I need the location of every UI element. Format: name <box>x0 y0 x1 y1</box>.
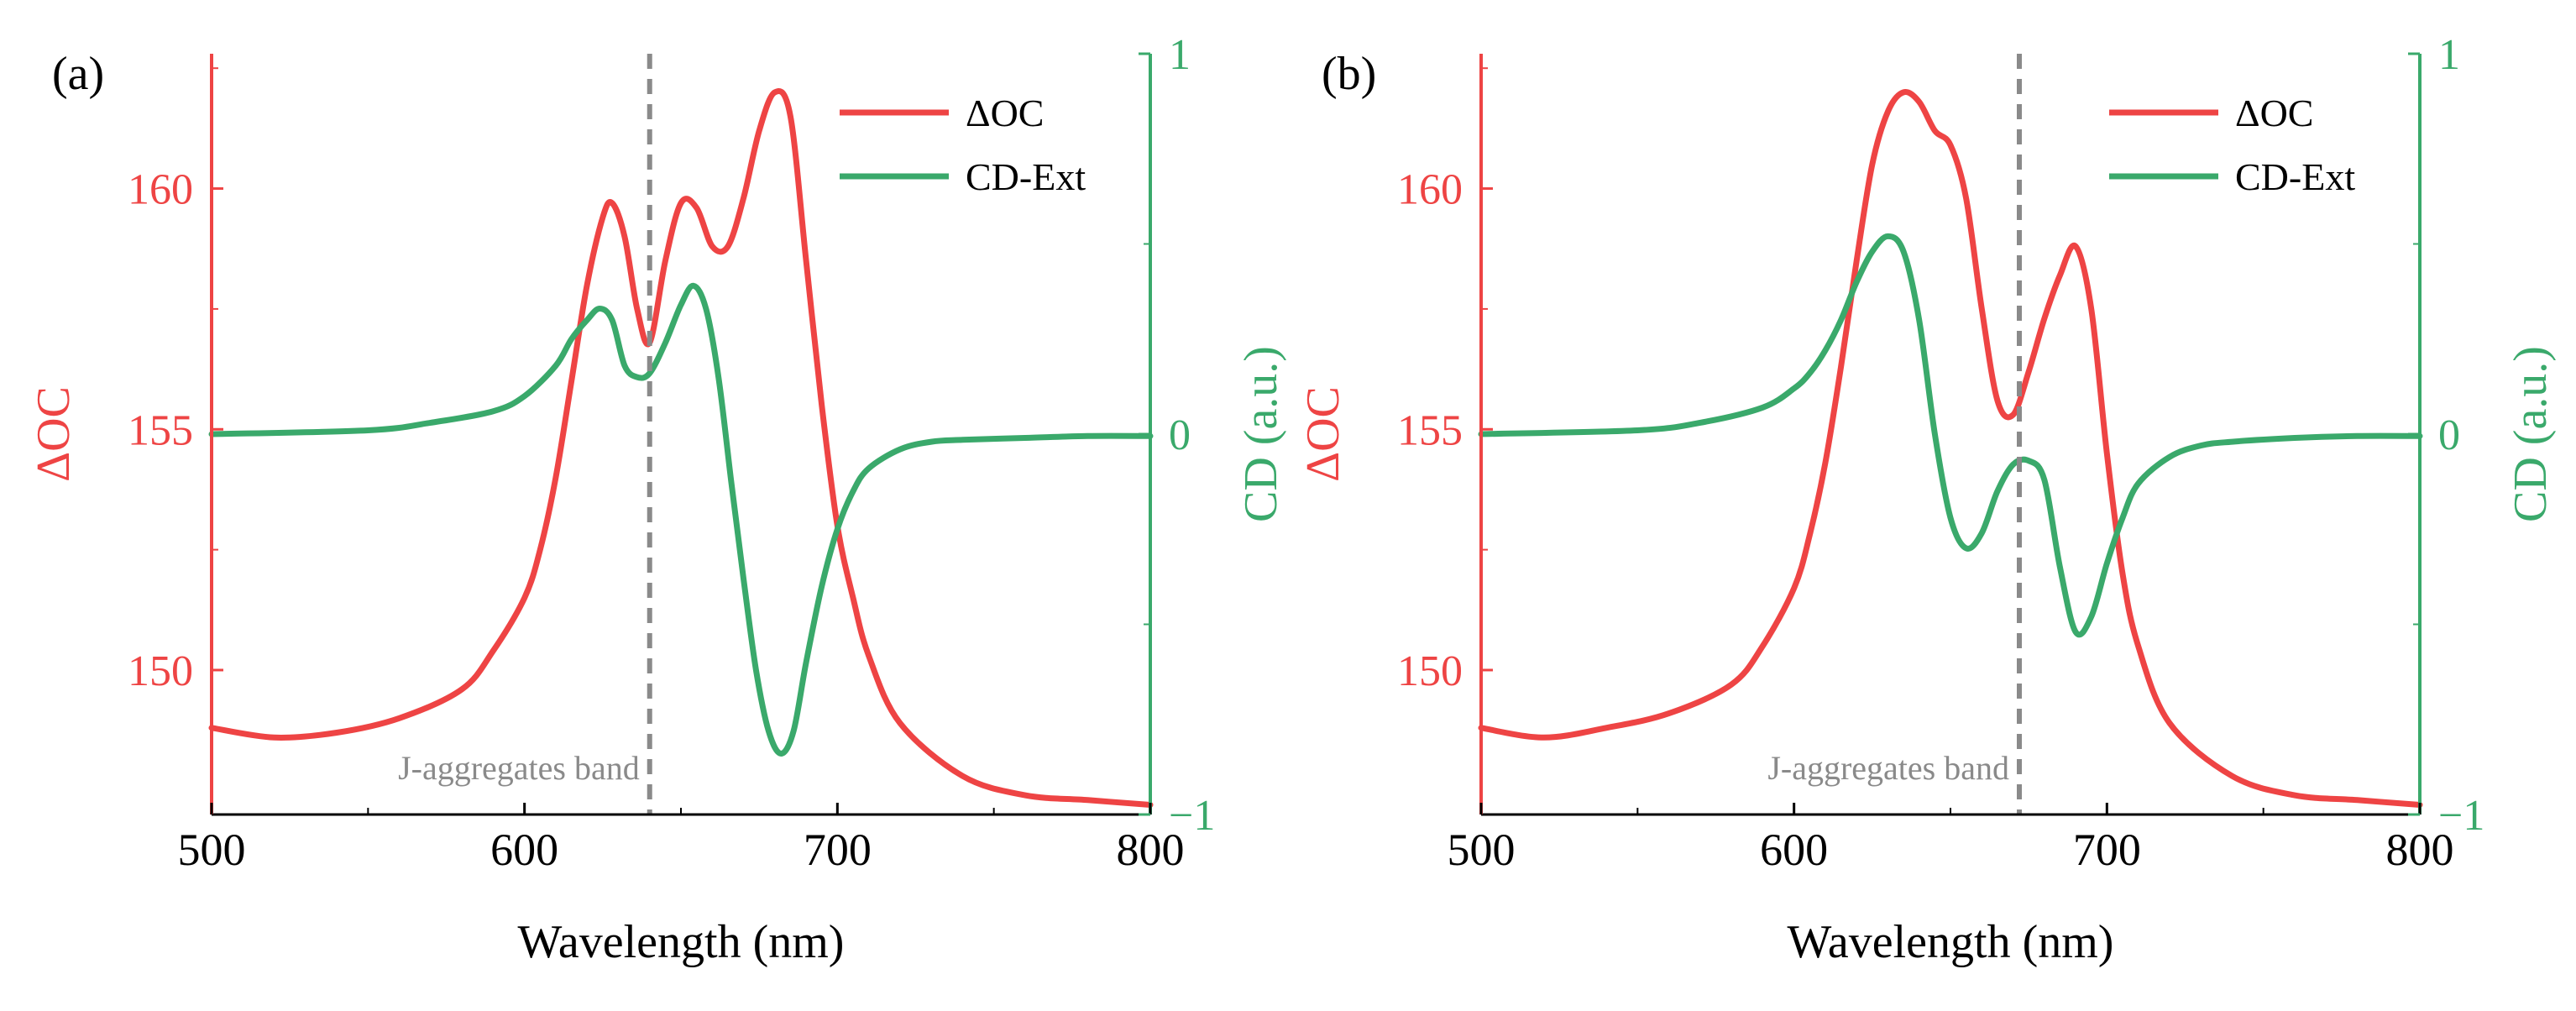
band-label: J-aggregates band <box>398 749 640 787</box>
cd-curve <box>208 282 1154 757</box>
x-tick-label: 700 <box>2073 825 2141 875</box>
x-tick-label: 600 <box>1760 825 1828 875</box>
panel-label: (a) <box>52 48 104 100</box>
oc-curve <box>208 88 1154 808</box>
x-axis-title: Wavelength (nm) <box>1788 916 2114 968</box>
right-tick-label: −1 <box>1169 792 1215 840</box>
left-tick-label: 150 <box>128 647 193 695</box>
x-tick-label: 800 <box>1117 825 1185 875</box>
panel-label: (b) <box>1322 48 1376 100</box>
left-tick-label: 160 <box>1397 166 1463 214</box>
cd-curve <box>1478 233 2423 638</box>
legend-label: ΔOC <box>966 92 1044 134</box>
left-tick-label: 150 <box>1397 647 1463 695</box>
right-tick-label: 0 <box>1169 411 1191 459</box>
right-tick-label: −1 <box>2438 792 2484 840</box>
x-tick-label: 500 <box>1448 825 1516 875</box>
legend-label: ΔOC <box>2235 92 2313 134</box>
x-tick-label: 600 <box>490 825 558 875</box>
x-tick-label: 800 <box>2386 825 2454 875</box>
chart-panel-a: J-aggregates band 500 600 700 800 150 155 160 −1… <box>28 31 1287 968</box>
x-tick-label: 700 <box>804 825 872 875</box>
left-axis-title: ΔOC <box>28 386 80 482</box>
left-axis-title: ΔOC <box>1297 386 1349 482</box>
band-label: J-aggregates band <box>1767 749 2009 787</box>
right-tick-label: 1 <box>1169 31 1191 79</box>
right-tick-label: 1 <box>2438 31 2460 79</box>
legend-label: CD-Ext <box>2235 155 2355 198</box>
legend-label: CD-Ext <box>966 155 1086 198</box>
x-tick-label: 500 <box>178 825 246 875</box>
oc-curve <box>1478 89 2423 808</box>
right-axis-title: CD (a.u.) <box>2505 346 2557 522</box>
chart-panel-b: J-aggregates band 500 600 700 800 150 155 160 −1… <box>1297 31 2557 968</box>
left-tick-label: 155 <box>128 406 193 454</box>
right-tick-label: 0 <box>2438 411 2460 459</box>
left-tick-label: 155 <box>1397 406 1463 454</box>
right-axis-title: CD (a.u.) <box>1235 346 1287 522</box>
x-axis-title: Wavelength (nm) <box>518 916 845 968</box>
left-tick-label: 160 <box>128 166 193 214</box>
